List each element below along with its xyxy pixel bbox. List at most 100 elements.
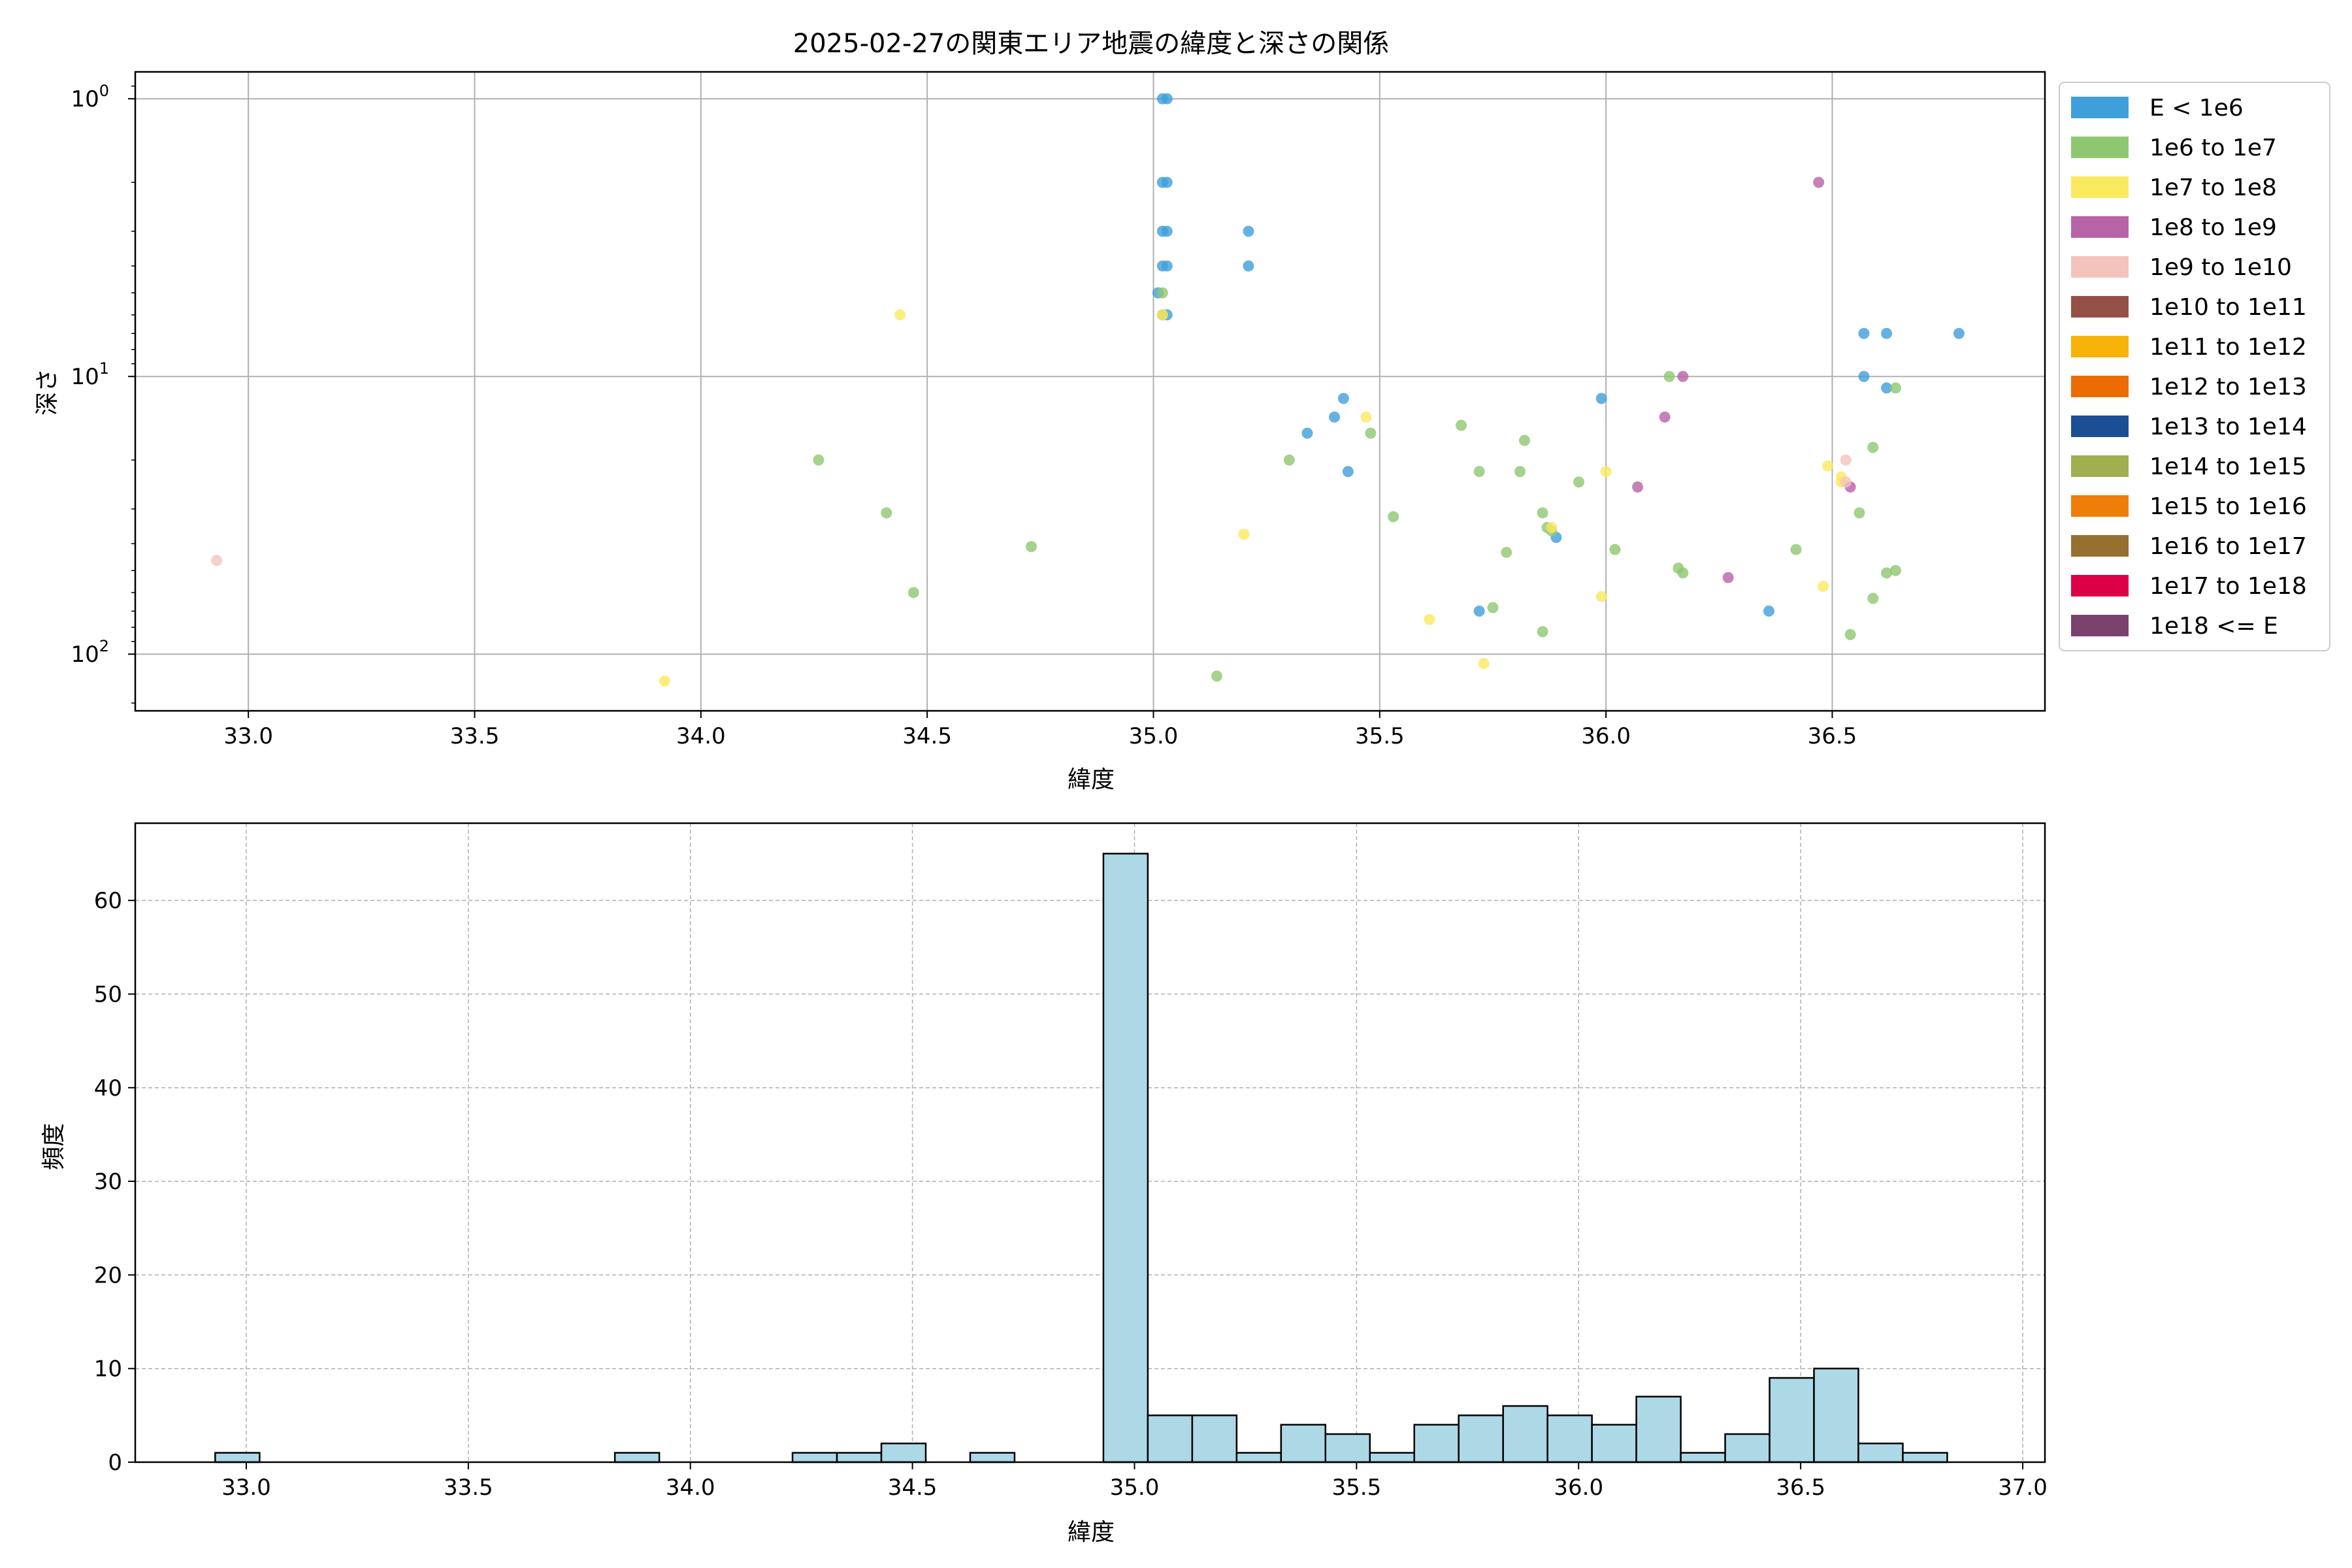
legend-swatch	[2071, 256, 2129, 278]
histogram-bar	[1813, 1367, 1859, 1463]
histogram-bar	[1502, 1405, 1548, 1463]
legend-swatch	[2071, 455, 2129, 477]
legend-label: 1e8 to 1e9	[2149, 214, 2277, 241]
histogram-bar	[1635, 1396, 1682, 1463]
data-point	[659, 675, 670, 687]
data-point	[1161, 225, 1173, 237]
data-point	[1722, 572, 1734, 583]
data-point	[907, 587, 919, 598]
x-tick-label: 36.5	[1808, 723, 1857, 749]
data-point	[1858, 370, 1870, 382]
x-tick-label: 35.5	[1355, 723, 1405, 749]
legend-box	[2059, 82, 2330, 651]
histogram-plot-frame	[134, 822, 2046, 1463]
legend-label: 1e7 to 1e8	[2149, 174, 2277, 201]
data-point	[211, 555, 223, 566]
legend-swatch	[2071, 336, 2129, 357]
data-point	[1854, 507, 1865, 519]
histogram-bar	[1591, 1424, 1637, 1463]
data-point	[1840, 454, 1852, 466]
legend-label: 1e15 to 1e16	[2149, 493, 2307, 520]
data-point	[1501, 546, 1512, 558]
data-point	[1573, 476, 1585, 488]
data-point	[1889, 382, 1901, 394]
legend-label: E < 1e6	[2149, 95, 2244, 122]
legend-label: 1e13 to 1e14	[2149, 414, 2307, 440]
x-tick-label: 34.5	[888, 1475, 938, 1501]
data-point	[1211, 670, 1222, 682]
legend-label: 1e16 to 1e17	[2149, 533, 2307, 560]
data-point	[1659, 411, 1671, 423]
histogram-bar	[1546, 1414, 1593, 1463]
histogram-x-ticks: 33.0 33.5 34.0 34.5 35.0 35.5 36.0 36.5 37.0	[221, 1462, 2048, 1501]
scatter-grid	[135, 72, 2045, 711]
data-point	[1818, 580, 1829, 592]
data-point	[1342, 466, 1354, 478]
data-point	[1790, 544, 1802, 555]
data-point	[1424, 613, 1435, 625]
histogram-bar	[613, 1452, 661, 1463]
histogram-bar	[1147, 1414, 1194, 1463]
data-point	[894, 309, 906, 321]
x-tick-label: 35.0	[1110, 1475, 1160, 1501]
histogram-bar	[791, 1452, 838, 1463]
y-tick-label: 10	[94, 1356, 122, 1382]
legend-swatch	[2071, 376, 2129, 397]
legend-swatch	[2071, 97, 2129, 118]
data-point	[1518, 434, 1530, 446]
data-point	[813, 454, 825, 466]
x-tick-label: 36.0	[1581, 723, 1631, 749]
data-point	[1546, 521, 1558, 533]
data-point	[1161, 176, 1173, 188]
histogram-bar	[1191, 1414, 1238, 1463]
data-point	[1663, 370, 1675, 382]
legend-swatch	[2071, 535, 2129, 557]
legend-label: 1e11 to 1e12	[2149, 334, 2307, 361]
data-point	[1840, 476, 1852, 488]
data-point	[1881, 382, 1893, 394]
y-tick-label: 40	[94, 1075, 122, 1102]
histogram-bars	[214, 853, 1948, 1463]
y-axis-label: 深さ	[34, 368, 61, 416]
scatter-plot-frame	[134, 71, 2046, 712]
legend-label: 1e9 to 1e10	[2149, 254, 2292, 281]
data-point	[1609, 544, 1621, 555]
scatter-points	[211, 93, 1965, 687]
legend-swatch	[2071, 495, 2129, 517]
data-point	[1889, 564, 1901, 576]
data-point	[1473, 605, 1485, 617]
histogram-bar	[1769, 1377, 1815, 1463]
legend-label: 1e14 to 1e15	[2149, 453, 2307, 480]
histogram-bar	[1680, 1452, 1726, 1463]
y-tick-label: 30	[94, 1169, 122, 1195]
data-point	[1677, 567, 1689, 579]
data-point	[1388, 511, 1399, 523]
data-point	[1844, 629, 1856, 640]
data-point	[1301, 427, 1313, 439]
x-axis-label: 緯度	[1068, 1519, 1115, 1546]
data-point	[1156, 287, 1168, 299]
legend-swatch	[2071, 575, 2129, 596]
legend-label: 1e12 to 1e13	[2149, 374, 2307, 400]
legend-label: 1e6 to 1e7	[2149, 135, 2277, 161]
data-point	[1763, 605, 1774, 617]
data-point	[1537, 507, 1548, 519]
scatter-x-ticks: 33.0 33.5 34.0 34.5 35.0 35.5 36.0 36.5	[223, 711, 1857, 749]
data-point	[1813, 176, 1825, 188]
data-point	[1283, 454, 1295, 466]
data-point	[1243, 260, 1254, 272]
data-point	[1161, 93, 1173, 105]
data-point	[1238, 529, 1250, 540]
legend-label: 1e10 to 1e11	[2149, 294, 2307, 321]
legend-swatch	[2071, 216, 2129, 238]
y-tick-label: 50	[94, 982, 122, 1008]
data-point	[1858, 327, 1870, 339]
histogram-bar	[1724, 1433, 1771, 1463]
histogram-y-ticks: 0 10 20 30 40 50 60	[94, 888, 135, 1476]
data-point	[1478, 657, 1490, 669]
y-tick-label: 101	[71, 359, 109, 390]
x-tick-label: 33.0	[221, 1475, 271, 1501]
chart-title: 2025-02-27の関東エリア地震の緯度と深さの関係	[793, 29, 1389, 59]
data-point	[1337, 393, 1349, 404]
histogram-chart: 33.0 33.5 34.0 34.5 35.0 35.5 36.0 36.5 37.0 0 10…	[41, 822, 2048, 1546]
